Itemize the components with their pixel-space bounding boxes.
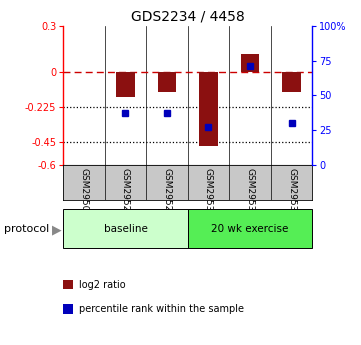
Text: GSM29523: GSM29523 [121,168,130,217]
Text: GSM29529: GSM29529 [162,168,171,217]
Text: percentile rank within the sample: percentile rank within the sample [79,304,244,314]
Text: protocol: protocol [4,225,49,234]
Bar [116,72,135,97]
Text: ▶: ▶ [52,223,62,236]
Text: GSM29533: GSM29533 [204,168,213,217]
Bar [158,72,176,92]
FancyBboxPatch shape [188,209,312,248]
Text: GSM29507: GSM29507 [79,168,88,217]
FancyBboxPatch shape [63,209,188,248]
Text: baseline: baseline [104,224,147,234]
Bar [199,72,218,146]
Text: GSM29536: GSM29536 [287,168,296,217]
Bar [282,72,301,92]
Text: 20 wk exercise: 20 wk exercise [211,224,289,234]
Text: log2 ratio: log2 ratio [79,280,125,289]
Bar [241,54,259,72]
Title: GDS2234 / 4458: GDS2234 / 4458 [131,9,245,23]
Text: GSM29535: GSM29535 [245,168,255,217]
